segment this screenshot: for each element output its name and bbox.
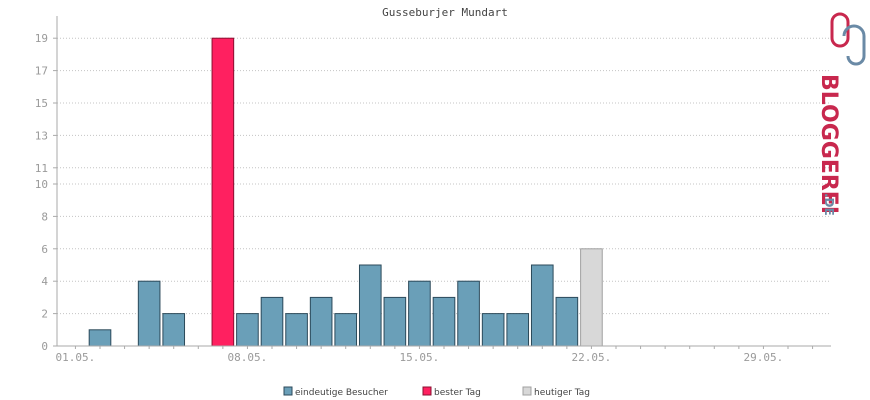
- bar-05.05.: [162, 313, 186, 347]
- bar-20.05.: [530, 264, 554, 347]
- y-tick-label: 0: [41, 340, 48, 353]
- y-tick-label: 10: [35, 178, 48, 191]
- x-tick-label: 08.05.: [228, 351, 268, 364]
- y-tick-label: 4: [41, 275, 48, 288]
- bar-11.05.: [309, 296, 333, 347]
- legend-label: heutiger Tag: [534, 388, 590, 398]
- bar-08.05.: [236, 313, 259, 347]
- y-tick-label: 13: [35, 129, 48, 142]
- bar-22.05.: [580, 248, 603, 347]
- legend-label: eindeutige Besucher: [295, 388, 388, 398]
- bar-10.05.: [285, 313, 308, 347]
- grid-lines: [57, 37, 831, 315]
- bar-14.05.: [383, 296, 407, 347]
- bar-07.05.: [211, 37, 235, 347]
- x-tick-label: 29.05.: [744, 351, 784, 364]
- y-tick-label: 6: [41, 243, 48, 256]
- y-tick-label: 8: [41, 210, 48, 223]
- legend-swatch: [422, 386, 432, 396]
- y-tick-label: 2: [41, 308, 48, 321]
- bar-17.05.: [457, 280, 480, 347]
- bar-21.05.: [555, 296, 579, 347]
- logo-text: BLOGGEREI: [816, 74, 841, 214]
- x-tick-label: 22.05.: [572, 351, 612, 364]
- legend-swatch: [522, 386, 532, 396]
- chart-title: Gusseburjer Mundart: [382, 6, 508, 19]
- bar-19.05.: [506, 313, 530, 347]
- bar-13.05.: [358, 264, 382, 347]
- bar-04.05.: [137, 280, 161, 347]
- legend-swatch: [283, 386, 293, 396]
- axes: [53, 16, 831, 349]
- logo-icon: [830, 12, 866, 66]
- bar-02.05.: [88, 329, 112, 347]
- y-tick-label: 11: [35, 162, 48, 175]
- x-tick-labels: 01.05. 08.05. 15.05. 22.05. 29.05.: [56, 351, 784, 364]
- bar-12.05.: [334, 313, 358, 347]
- bar-18.05.: [481, 313, 505, 347]
- x-tick-label: 15.05.: [400, 351, 440, 364]
- bloggerei-logo: BLOGGEREI .DE: [816, 12, 866, 216]
- y-tick-label: 17: [35, 65, 48, 78]
- y-tick-labels: 0 2 4 6 8 10 11 13 15 17 19: [35, 32, 49, 353]
- x-tick-label: 01.05.: [56, 351, 96, 364]
- bar-09.05.: [260, 296, 284, 347]
- legend-label: bester Tag: [434, 388, 481, 398]
- bar-15.05.: [408, 280, 431, 347]
- y-tick-label: 15: [35, 97, 48, 110]
- y-tick-label: 19: [35, 32, 48, 45]
- legend: eindeutige Besucher bester Tag heutiger Ta…: [283, 386, 590, 398]
- bar-16.05.: [432, 296, 456, 347]
- logo-suffix: .DE: [822, 193, 836, 216]
- bars-group: [88, 37, 603, 347]
